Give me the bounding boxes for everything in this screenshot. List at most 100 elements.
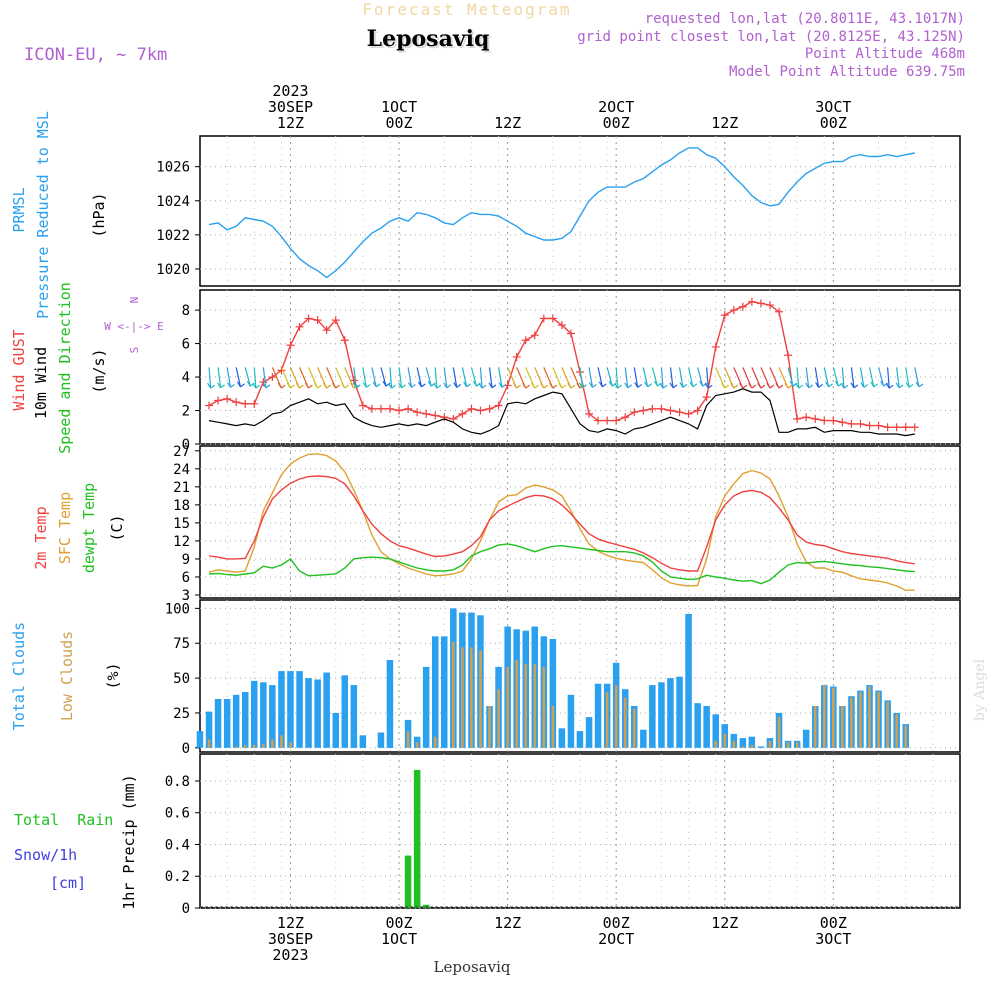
total-cloud-bar — [558, 728, 566, 748]
temp-ytick-label: 9 — [182, 552, 190, 568]
wind-ytick-label: 6 — [182, 337, 190, 353]
total-cloud-bar — [323, 672, 330, 748]
wind-arrow — [352, 367, 361, 389]
total-cloud-bar — [314, 679, 321, 748]
wind-arrow — [823, 367, 833, 388]
pressure-frame — [199, 135, 961, 287]
wind-arrow — [859, 367, 869, 388]
precip-frame — [199, 753, 961, 909]
gust-point — [802, 413, 811, 422]
time-label: 3OCT — [815, 930, 851, 948]
gust-point — [539, 314, 548, 323]
wind-arrow — [850, 367, 859, 389]
low-cloud-bar — [886, 701, 889, 748]
time-label: 30SEP — [268, 98, 313, 116]
wind-arrow — [578, 367, 587, 389]
low-cloud-bar — [832, 687, 835, 748]
gust-point — [304, 314, 313, 323]
wind-arrow — [715, 367, 729, 389]
gust-point — [521, 336, 530, 345]
low-cloud-bar — [479, 650, 482, 748]
total-cloud-bar — [649, 685, 656, 748]
low-cloud-bar — [280, 735, 283, 748]
wind-arrow — [795, 367, 804, 389]
clouds-ytick-label: 0 — [182, 741, 190, 757]
wind-arrow — [742, 367, 757, 389]
gust-point — [910, 423, 919, 432]
gust-point — [331, 316, 340, 325]
time-label: 00Z — [603, 114, 630, 132]
gust-point — [449, 414, 458, 423]
wind-arrow — [516, 367, 530, 389]
wind-arrow — [561, 367, 576, 389]
temp-unit: (C) — [108, 514, 126, 541]
gust-point — [766, 301, 774, 310]
gust-point — [313, 316, 322, 325]
wind-arrow — [488, 367, 497, 389]
gust-point — [286, 341, 295, 350]
low-cloud-bar — [777, 717, 781, 748]
point-altitude: Point Altitude 468m — [805, 46, 965, 62]
wind-arrow — [388, 367, 396, 389]
low-cloud-bar — [813, 706, 817, 748]
wind-arrow — [868, 367, 879, 388]
model-point-altitude: Model Point Altitude 639.75m — [729, 64, 965, 80]
gust-point — [711, 342, 720, 351]
total-cloud-bar — [341, 675, 348, 748]
wind-arrow — [252, 367, 261, 389]
total-cloud-bar — [594, 683, 602, 748]
wind-arrow — [497, 367, 507, 388]
low-cloud-bar — [795, 742, 799, 748]
clouds-ytick-label: 50 — [173, 671, 190, 687]
time-label: 30SEP — [268, 930, 313, 948]
wind-arrow — [407, 367, 416, 388]
time-label: 2OCT — [598, 930, 634, 948]
gust-point — [666, 406, 675, 415]
gust-point — [413, 408, 422, 417]
gust-point — [657, 404, 666, 413]
wind-arrow — [659, 367, 668, 389]
total-cloud-bar — [242, 692, 249, 748]
time-label: 12Z — [711, 914, 738, 932]
wind-arrow — [552, 367, 567, 389]
low-cloud-bar — [723, 733, 727, 748]
wind-arrow — [624, 367, 633, 389]
location-title: Leposaviq — [369, 28, 492, 54]
low-cloud-bar — [406, 731, 410, 748]
gust-point — [612, 416, 621, 425]
low-cloud-bar — [841, 706, 844, 748]
wind-arrow — [614, 367, 623, 389]
wind-arrow — [840, 367, 849, 389]
low-cloud-bar — [786, 742, 790, 748]
wind-arrow — [452, 367, 462, 388]
wind-arrow — [687, 367, 698, 388]
temp-ytick-label: 15 — [173, 516, 190, 532]
wind-label: 10m Wind — [32, 347, 50, 419]
pressure-ytick-label: 1024 — [156, 194, 190, 210]
rain-label: Total Rain — [14, 811, 113, 829]
gust-point — [883, 423, 892, 432]
low-cloud-bar — [877, 692, 880, 748]
temp-ytick-label: 18 — [173, 498, 190, 514]
wind-arrow — [543, 367, 558, 389]
low-cloud-bar — [415, 742, 419, 748]
total-cloud-bar — [214, 699, 222, 748]
gust-point — [566, 329, 575, 338]
compass-n: N — [128, 297, 141, 304]
gust-point — [232, 398, 241, 407]
gust-point — [756, 299, 765, 308]
gust-point — [621, 413, 630, 422]
wind-arrow — [885, 367, 894, 389]
time-label: 12Z — [277, 914, 304, 932]
precip-ytick-label: 0.4 — [165, 837, 190, 853]
gust-point — [874, 421, 883, 430]
gust-point — [440, 413, 449, 422]
wind-arrow — [814, 367, 824, 388]
wind-arrow — [914, 367, 924, 388]
temp-ytick-label: 6 — [182, 570, 190, 586]
wind-arrow — [298, 367, 313, 389]
total-cloud-bar — [567, 694, 575, 748]
clouds-ytick-label: 100 — [165, 601, 190, 617]
wind-arrow — [751, 367, 766, 389]
